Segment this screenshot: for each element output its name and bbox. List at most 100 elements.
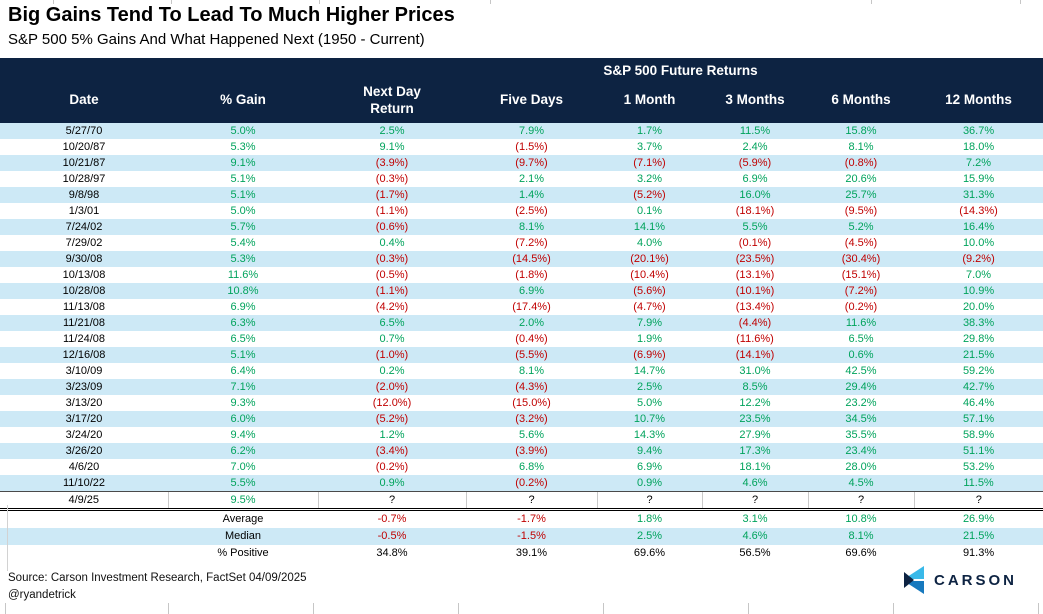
value-cell: 5.0% bbox=[230, 125, 256, 137]
value-cell: 9.3% bbox=[230, 397, 256, 409]
value-cell: 5.5% bbox=[230, 477, 256, 489]
summary-value-cell: -1.7% bbox=[517, 513, 546, 525]
value-cell: 2.5% bbox=[379, 125, 405, 137]
summary-value-cell: 4.6% bbox=[742, 530, 768, 542]
value-cell: 0.9% bbox=[379, 477, 405, 489]
gridline-tick bbox=[171, 0, 172, 4]
value-cell: (9.7%) bbox=[515, 157, 548, 169]
empty-cell bbox=[0, 528, 168, 545]
date-cell: 7/29/02 bbox=[65, 237, 103, 249]
value-cell: 14.7% bbox=[633, 365, 666, 377]
value-cell: 0.6% bbox=[848, 349, 874, 361]
value-cell: 10.7% bbox=[633, 413, 666, 425]
value-cell: 21.5% bbox=[962, 349, 995, 361]
value-cell: (14.3%) bbox=[959, 205, 998, 217]
value-cell: (4.3%) bbox=[515, 381, 548, 393]
page-title: Big Gains Tend To Lead To Much Higher Pr… bbox=[8, 4, 455, 26]
value-cell: 46.4% bbox=[962, 397, 995, 409]
gridline-tick bbox=[1038, 603, 1039, 614]
value-cell: 38.3% bbox=[962, 317, 995, 329]
table-header: S&P 500 Future Returns Date % Gain Next … bbox=[0, 58, 1043, 123]
value-cell: 3.2% bbox=[636, 173, 663, 185]
col-header-date: Date bbox=[0, 78, 168, 123]
table-row: 5/27/70 5.0% 2.5% 7.9% 1.7% 11.5% 15.8% 36.7% bbox=[0, 123, 1043, 139]
gridline-tick bbox=[313, 603, 314, 614]
value-cell: (0.5%) bbox=[375, 269, 409, 281]
value-cell: ? bbox=[701, 491, 808, 511]
value-cell: 10.8% bbox=[227, 285, 259, 297]
summary-value-cell: 10.8% bbox=[845, 513, 877, 525]
table-row: 1/3/01 5.0% (1.1%) (2.5%) 0.1% (18.1%) (9.5%) (… bbox=[0, 203, 1043, 219]
value-cell: 2.0% bbox=[518, 317, 545, 329]
source-text: Source: Carson Investment Research, Fact… bbox=[8, 572, 307, 584]
summary-label: Median bbox=[224, 530, 262, 542]
date-cell: 11/10/22 bbox=[62, 477, 105, 489]
value-cell: 3.7% bbox=[636, 141, 663, 153]
value-cell: 2.4% bbox=[742, 141, 768, 153]
value-cell: (10.4%) bbox=[630, 269, 669, 281]
value-cell: 9.5% bbox=[167, 491, 318, 511]
value-cell: 15.8% bbox=[845, 125, 877, 137]
date-cell: 4/9/25 bbox=[0, 491, 168, 511]
value-cell: 51.1% bbox=[962, 445, 995, 457]
table-row: 12/16/08 5.1% (1.0%) (5.5%) (6.9%) (14.1%) 0.6… bbox=[0, 347, 1043, 363]
value-cell: (3.4%) bbox=[375, 445, 409, 457]
date-cell: 4/6/20 bbox=[68, 461, 100, 473]
value-cell: 6.8% bbox=[518, 461, 545, 473]
value-cell: (7.2%) bbox=[844, 285, 878, 297]
value-cell: (0.2%) bbox=[375, 461, 409, 473]
value-cell: 14.3% bbox=[633, 429, 666, 441]
date-cell: 3/24/20 bbox=[65, 429, 103, 441]
value-cell: 5.6% bbox=[518, 429, 545, 441]
value-cell: 6.9% bbox=[636, 461, 663, 473]
col-header-1-month: 1 Month bbox=[597, 78, 702, 123]
value-cell: 23.2% bbox=[845, 397, 877, 409]
value-cell: 1.2% bbox=[379, 429, 405, 441]
table-row: 11/21/08 6.3% 6.5% 2.0% 7.9% (4.4%) 11.6% 38.3% bbox=[0, 315, 1043, 331]
date-cell: 10/20/87 bbox=[62, 141, 106, 153]
value-cell: (15.0%) bbox=[512, 397, 551, 409]
value-cell: 57.1% bbox=[962, 413, 995, 425]
value-cell: (0.6%) bbox=[375, 221, 409, 233]
value-cell: 0.9% bbox=[636, 477, 663, 489]
value-cell: 25.7% bbox=[845, 189, 877, 201]
value-cell: 23.4% bbox=[845, 445, 877, 457]
column-header-row: Date % Gain Next Day Return Five Days 1 … bbox=[0, 78, 1043, 123]
value-cell: (9.5%) bbox=[844, 205, 878, 217]
date-cell: 11/21/08 bbox=[62, 317, 105, 329]
date-cell: 7/24/02 bbox=[65, 221, 103, 233]
value-cell: ? bbox=[913, 491, 1043, 511]
value-cell: 16.4% bbox=[962, 221, 995, 233]
value-cell: (7.2%) bbox=[515, 237, 548, 249]
value-cell: 5.1% bbox=[230, 173, 256, 185]
date-cell: 10/28/97 bbox=[62, 173, 106, 185]
gridline-tick bbox=[5, 603, 6, 614]
table-row: 10/20/87 5.3% 9.1% (1.5%) 3.7% 2.4% 8.1% 18.0% bbox=[0, 139, 1043, 155]
date-cell: 5/27/70 bbox=[65, 125, 103, 137]
value-cell: (0.2%) bbox=[515, 477, 548, 489]
value-cell: 5.5% bbox=[742, 221, 768, 233]
col-header-five-days: Five Days bbox=[466, 78, 597, 123]
date-cell: 10/28/08 bbox=[62, 285, 106, 297]
value-cell: (0.1%) bbox=[738, 237, 772, 249]
value-cell: 5.0% bbox=[636, 397, 663, 409]
value-cell: 11.6% bbox=[845, 317, 877, 329]
gridline-tick bbox=[1020, 0, 1021, 4]
group-header: S&P 500 Future Returns bbox=[318, 58, 1043, 78]
value-cell: 20.0% bbox=[962, 301, 995, 313]
value-cell: 7.2% bbox=[966, 157, 992, 169]
summary-value-cell: 56.5% bbox=[739, 547, 771, 559]
value-cell: (23.5%) bbox=[735, 253, 775, 265]
author-handle: @ryandetrick bbox=[8, 589, 76, 601]
value-cell: (4.2%) bbox=[375, 301, 409, 313]
value-cell: (1.8%) bbox=[515, 269, 548, 281]
value-cell: 0.7% bbox=[379, 333, 405, 345]
value-cell: 0.1% bbox=[636, 205, 663, 217]
group-header-row: S&P 500 Future Returns bbox=[0, 58, 1043, 78]
value-cell: 6.5% bbox=[848, 333, 874, 345]
value-cell: 18.1% bbox=[739, 461, 771, 473]
value-cell: 4.6% bbox=[742, 477, 768, 489]
summary-value-cell: 2.5% bbox=[636, 530, 663, 542]
value-cell: ? bbox=[317, 491, 466, 511]
value-cell: 6.9% bbox=[742, 173, 768, 185]
